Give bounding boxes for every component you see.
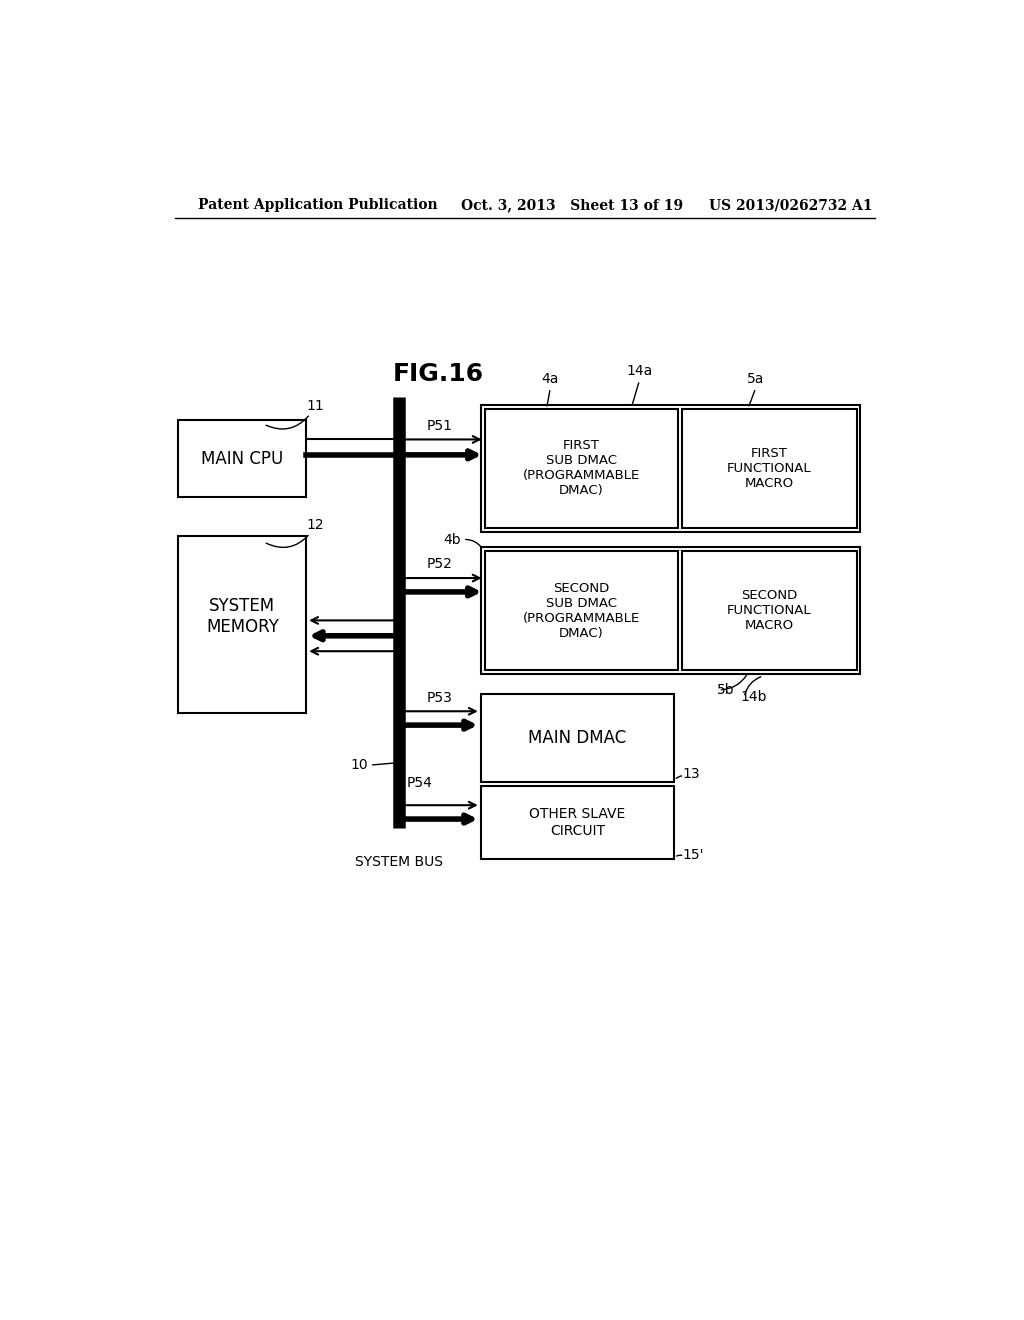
Text: US 2013/0262732 A1: US 2013/0262732 A1: [710, 198, 872, 213]
Text: SYSTEM BUS: SYSTEM BUS: [355, 855, 443, 870]
Text: SECOND
FUNCTIONAL
MACRO: SECOND FUNCTIONAL MACRO: [727, 589, 812, 632]
Text: FIG.16: FIG.16: [392, 363, 483, 387]
Bar: [480, 405, 860, 532]
Bar: [484, 409, 678, 528]
Text: SYSTEM
MEMORY: SYSTEM MEMORY: [206, 597, 279, 636]
Text: FIRST
SUB DMAC
(PROGRAMMABLE
DMAC): FIRST SUB DMAC (PROGRAMMABLE DMAC): [522, 440, 640, 498]
Text: Oct. 3, 2013   Sheet 13 of 19: Oct. 3, 2013 Sheet 13 of 19: [461, 198, 683, 213]
Text: MAIN DMAC: MAIN DMAC: [528, 729, 627, 747]
Text: 12: 12: [306, 517, 324, 532]
Text: 4b: 4b: [443, 532, 461, 546]
Text: 14a: 14a: [627, 364, 652, 378]
Text: P54: P54: [407, 776, 433, 789]
Text: 10: 10: [350, 758, 369, 772]
Bar: [480, 548, 860, 675]
Text: MAIN CPU: MAIN CPU: [201, 450, 284, 467]
Text: 4a: 4a: [542, 371, 559, 385]
Text: 14b: 14b: [740, 690, 767, 705]
Text: P52: P52: [426, 557, 453, 572]
Text: 11: 11: [306, 399, 324, 412]
Bar: [682, 552, 856, 671]
Text: SECOND
SUB DMAC
(PROGRAMMABLE
DMAC): SECOND SUB DMAC (PROGRAMMABLE DMAC): [522, 582, 640, 640]
Bar: [480, 785, 675, 859]
Text: OTHER SLAVE
CIRCUIT: OTHER SLAVE CIRCUIT: [529, 808, 626, 838]
Text: P53: P53: [426, 692, 453, 705]
Text: P51: P51: [426, 418, 453, 433]
Bar: [178, 420, 306, 498]
Text: 15': 15': [682, 849, 703, 862]
Text: 13: 13: [682, 767, 699, 781]
Text: 5a: 5a: [748, 371, 765, 385]
Text: 5b: 5b: [717, 682, 734, 697]
Bar: [480, 693, 675, 781]
Bar: [484, 552, 678, 671]
Bar: [178, 536, 306, 713]
Text: Patent Application Publication: Patent Application Publication: [198, 198, 437, 213]
Text: FIRST
FUNCTIONAL
MACRO: FIRST FUNCTIONAL MACRO: [727, 447, 812, 490]
Bar: [682, 409, 856, 528]
